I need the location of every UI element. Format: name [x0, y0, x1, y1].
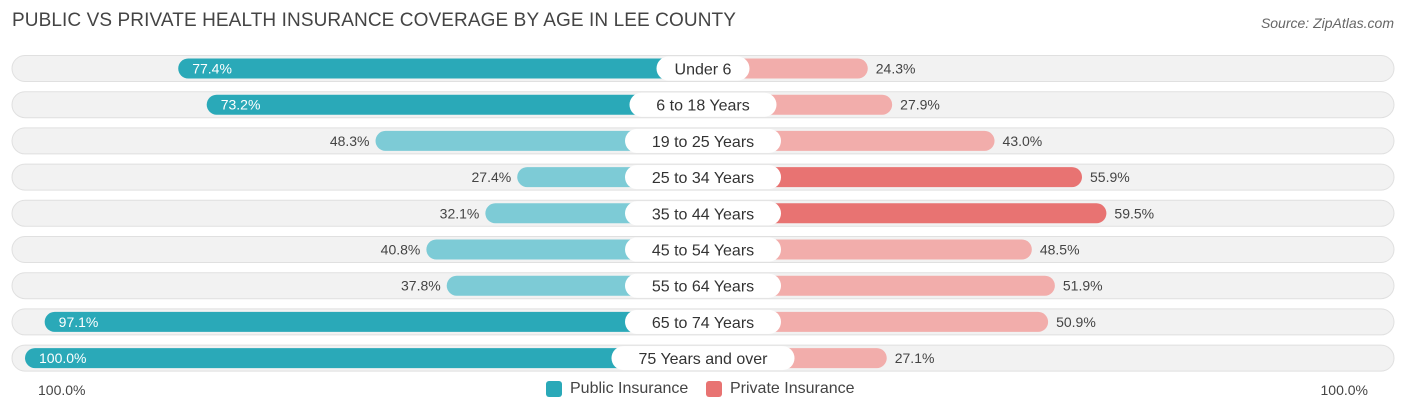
legend-swatch-private: [706, 381, 722, 397]
private-bar-65-to-74-years: [693, 311, 1049, 332]
legend: Public Insurance Private Insurance: [0, 380, 1406, 400]
category-label-55-to-64-years: 55 to 64 Years: [652, 279, 754, 296]
public-bar-75-years-and-over: [25, 348, 713, 369]
public-value-label-65-to-74-years: 97.1%: [59, 314, 99, 330]
private-value-label-25-to-34-years: 55.9%: [1090, 169, 1130, 185]
category-label-19-to-25-years: 19 to 25 Years: [652, 134, 754, 151]
category-pill-6-to-18-years: [629, 92, 777, 117]
source-label: Source: ZipAtlas.com: [1260, 15, 1394, 31]
category-label-25-to-34-years: 25 to 34 Years: [652, 170, 754, 187]
private-value-label-45-to-54-years: 48.5%: [1040, 242, 1080, 258]
private-value-label-19-to-25-years: 43.0%: [1003, 133, 1043, 149]
axis-right-label: 100.0%: [1320, 382, 1368, 398]
public-value-label-25-to-34-years: 27.4%: [472, 169, 512, 185]
legend-label-public: Public Insurance: [570, 380, 689, 397]
category-label-45-to-54-years: 45 to 54 Years: [652, 243, 754, 260]
private-value-label-6-to-18-years: 27.9%: [900, 97, 940, 113]
public-value-label-6-to-18-years: 73.2%: [221, 97, 261, 113]
private-value-label-75-years-and-over: 27.1%: [895, 350, 935, 366]
category-pill-35-to-44-years: [625, 201, 781, 226]
legend-item-public: Public Insurance: [546, 380, 688, 398]
private-value-label-65-to-74-years: 50.9%: [1056, 314, 1096, 330]
category-label-65-to-74-years: 65 to 74 Years: [652, 315, 754, 332]
category-label-6-to-18-years: 6 to 18 Years: [656, 98, 749, 115]
public-value-label-under-6: 77.4%: [192, 61, 232, 77]
axis-left-label: 100.0%: [38, 382, 86, 398]
public-value-label-75-years-and-over: 100.0%: [39, 350, 86, 366]
chart-title: PUBLIC VS PRIVATE HEALTH INSURANCE COVER…: [12, 10, 737, 31]
public-value-label-35-to-44-years: 32.1%: [440, 205, 480, 221]
category-pill-25-to-34-years: [625, 165, 781, 190]
public-value-label-19-to-25-years: 48.3%: [330, 133, 370, 149]
private-bar-25-to-34-years: [693, 167, 1083, 188]
category-pill-55-to-64-years: [625, 273, 781, 298]
legend-label-private: Private Insurance: [730, 380, 855, 397]
private-bar-55-to-64-years: [693, 275, 1055, 296]
legend-swatch-public: [546, 381, 562, 397]
private-value-label-35-to-44-years: 59.5%: [1114, 205, 1154, 221]
category-pill-under-6: [656, 56, 750, 81]
category-pill-65-to-74-years: [625, 309, 781, 334]
private-value-label-55-to-64-years: 51.9%: [1063, 278, 1103, 294]
legend-item-private: Private Insurance: [706, 380, 855, 398]
public-value-label-55-to-64-years: 37.8%: [401, 278, 441, 294]
public-bar-under-6: [178, 58, 713, 79]
private-value-label-under-6: 24.3%: [876, 61, 916, 77]
category-pill-19-to-25-years: [625, 128, 781, 153]
private-bar-35-to-44-years: [693, 203, 1107, 224]
public-value-label-45-to-54-years: 40.8%: [381, 242, 421, 258]
diverging-bar-chart: 77.4% 24.3% Under 6 73.2% 27.9% 6 to 18 Years…: [11, 55, 1395, 372]
category-pill-45-to-54-years: [625, 237, 781, 262]
public-bar-6-to-18-years: [206, 94, 714, 115]
category-pill-75-years-and-over: [611, 346, 795, 371]
category-label-under-6: Under 6: [675, 62, 732, 79]
category-label-35-to-44-years: 35 to 44 Years: [652, 206, 754, 223]
public-bar-65-to-74-years: [44, 311, 714, 332]
category-label-75-years-and-over: 75 Years and over: [639, 351, 769, 368]
